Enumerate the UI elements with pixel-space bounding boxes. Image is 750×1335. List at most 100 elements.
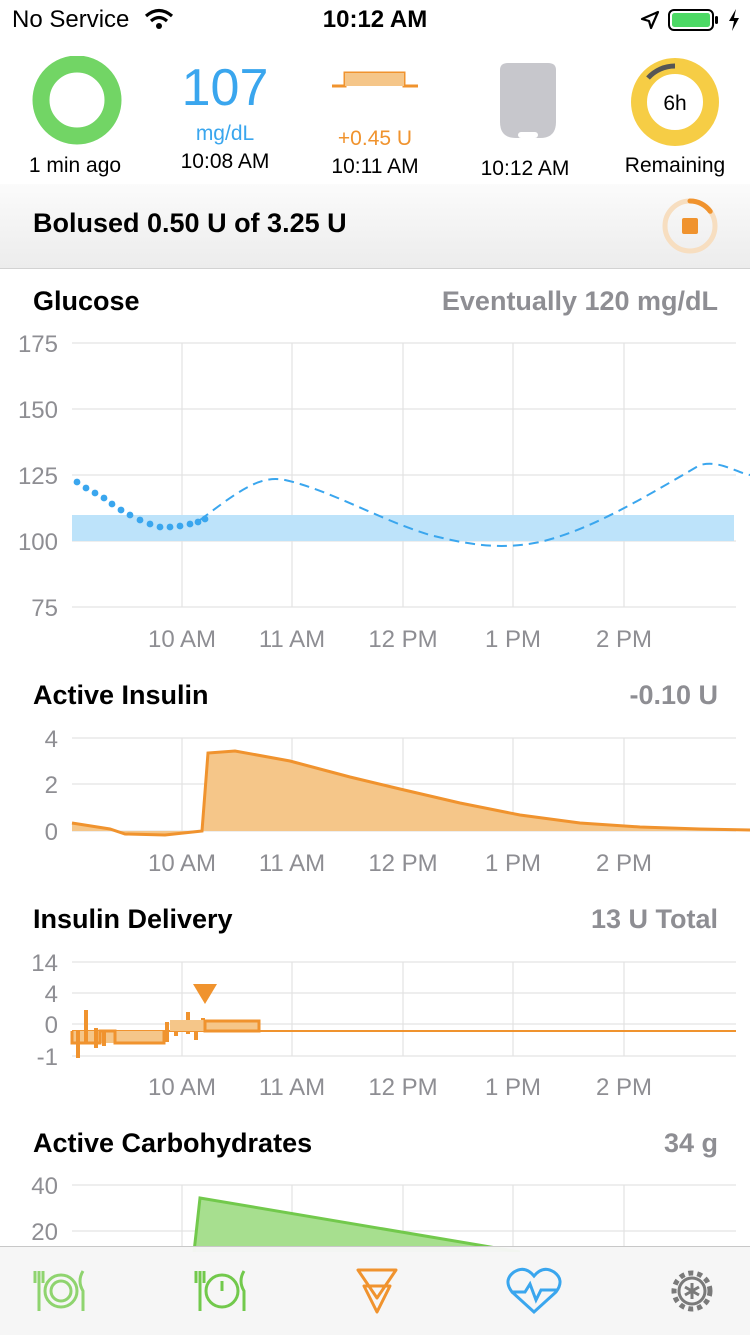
carrier-status: No Service: [12, 6, 174, 34]
glucose-value: 107: [181, 59, 269, 117]
charging-bolt-icon: [729, 9, 739, 31]
glucose-point: [117, 506, 125, 514]
bolus-marker-icon: [193, 984, 217, 1004]
y-tick: 4: [45, 726, 58, 753]
loop-ring-icon: [32, 55, 122, 145]
stop-icon: [682, 218, 698, 234]
y-tick: 20: [31, 1219, 58, 1246]
active-carbs-value: 34 g: [663, 1128, 718, 1158]
x-tick: 12 PM: [368, 626, 437, 653]
remaining-label: Remaining: [624, 154, 726, 177]
x-tick: 12 PM: [368, 850, 437, 877]
glucose-readings: [73, 478, 209, 531]
x-tick: 1 PM: [485, 626, 541, 653]
glucose-hud[interactable]: 107 mg/dL 10:08 AM: [160, 58, 290, 184]
y-tick: 14: [31, 950, 58, 977]
glucose-chart[interactable]: 175 150 125 100 75 10 AM 11 AM 12 PM 1 P…: [0, 330, 750, 660]
insulin-line: [71, 749, 750, 837]
insulin-delivery-value: 13 U Total: [590, 904, 718, 934]
glucose-point: [166, 523, 174, 531]
carrier-label: No Service: [12, 6, 130, 33]
basal-hud[interactable]: +0.45 U 10:11 AM: [320, 62, 430, 184]
x-tick: 1 PM: [485, 850, 541, 877]
add-carbs-button[interactable]: [21, 1247, 101, 1335]
basal-rate: +0.45 U: [337, 127, 413, 150]
insulin-delivery-title: Insulin Delivery: [33, 904, 233, 934]
glucose-point: [73, 478, 81, 486]
glucose-point: [108, 500, 116, 508]
active-insulin-chart[interactable]: 4 2 0 10 AM 11 AM 12 PM 1 PM 2 PM: [0, 725, 750, 885]
glucose-point: [194, 518, 202, 526]
glucose-time: 10:08 AM: [180, 150, 270, 173]
bolus-progress-banner[interactable]: Bolused 0.50 U of 3.25 U: [0, 184, 750, 269]
x-tick: 2 PM: [596, 850, 652, 877]
glucose-point: [176, 522, 184, 530]
glucose-unit: mg/dL: [195, 122, 255, 145]
remaining-value: 6h: [663, 92, 686, 115]
loop-status[interactable]: 1 min ago: [20, 55, 140, 182]
bolus-progress-arc: [687, 198, 713, 214]
y-tick: 125: [18, 463, 58, 490]
temp-basal-block: [203, 1019, 261, 1033]
location-arrow-icon: [640, 10, 660, 30]
y-tick: -1: [37, 1044, 58, 1071]
glucose-point: [126, 511, 134, 519]
y-tick: 100: [18, 529, 58, 556]
y-tick: 0: [45, 819, 58, 846]
insulin-delivery-chart[interactable]: 14 4 0 -1 10 AM 11 AM 12 PM 1 PM 2 PM: [0, 950, 750, 1110]
basal-time: 10:11 AM: [331, 155, 419, 178]
y-tick: 4: [45, 981, 58, 1008]
x-tick: 11 AM: [259, 850, 325, 877]
y-tick: 2: [45, 772, 58, 799]
bolus-button[interactable]: [337, 1247, 417, 1335]
active-carbs-title: Active Carbohydrates: [33, 1128, 313, 1158]
pre-meal-button[interactable]: [182, 1247, 262, 1335]
x-tick: 12 PM: [368, 1074, 437, 1101]
x-tick: 10 AM: [148, 626, 216, 653]
battery-icon: [668, 9, 718, 31]
pre-meal-icon: [194, 1270, 246, 1311]
glucose-point: [136, 516, 144, 524]
glucose-point: [186, 520, 194, 528]
active-insulin-value: -0.10 U: [629, 680, 718, 710]
glucose-point: [146, 520, 154, 528]
pod-time: 10:12 AM: [480, 157, 570, 180]
x-tick: 11 AM: [259, 626, 325, 653]
health-icon: [506, 1267, 562, 1315]
basal-rate-icon: [332, 71, 418, 88]
glucose-point: [82, 484, 90, 492]
carbs-line: [192, 1196, 521, 1252]
x-tick: 2 PM: [596, 626, 652, 653]
settings-button[interactable]: [652, 1247, 732, 1335]
y-tick: 75: [31, 595, 58, 622]
remaining-ring: 6h: [631, 58, 719, 146]
y-tick: 40: [31, 1173, 58, 1200]
x-tick: 2 PM: [596, 1074, 652, 1101]
glucose-point: [91, 489, 99, 497]
status-time: 10:12 AM: [322, 6, 428, 33]
bolus-status-text: Bolused 0.50 U of 3.25 U: [33, 208, 347, 238]
active-carbs-chart[interactable]: 40 20: [0, 1172, 750, 1252]
active-insulin-title: Active Insulin: [33, 680, 209, 710]
reservoir-hud[interactable]: 6h Remaining: [616, 56, 736, 182]
pump-hud[interactable]: 10:12 AM: [470, 58, 580, 184]
bolus-cancel-button[interactable]: [658, 194, 722, 258]
health-button[interactable]: [494, 1247, 574, 1335]
x-tick: 10 AM: [148, 1074, 216, 1101]
status-right: [640, 8, 740, 32]
bolus-icon: [356, 1268, 398, 1314]
settings-icon: [671, 1270, 713, 1312]
x-tick: 11 AM: [259, 1074, 325, 1101]
x-tick: 10 AM: [148, 850, 216, 877]
wifi-icon: [145, 8, 174, 29]
x-tick: 1 PM: [485, 1074, 541, 1101]
glucose-title: Glucose: [33, 286, 140, 316]
toolbar: [0, 1246, 750, 1335]
loop-ago: 1 min ago: [28, 154, 122, 177]
carbs-icon: [33, 1270, 85, 1311]
glucose-point: [156, 523, 164, 531]
y-tick: 175: [18, 331, 58, 358]
glucose-point: [100, 494, 108, 502]
y-tick: 150: [18, 397, 58, 424]
y-tick: 0: [45, 1012, 58, 1039]
